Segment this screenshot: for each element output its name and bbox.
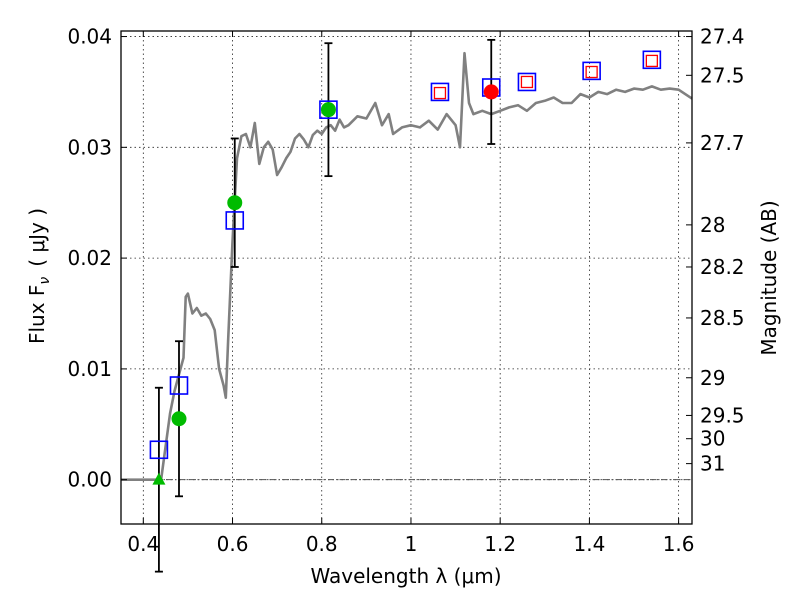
plot-frame xyxy=(120,30,693,525)
model-photometry-square xyxy=(225,211,245,230)
observed-flux-point xyxy=(171,411,187,427)
model-spectrum-line xyxy=(121,51,693,482)
observed-flux-point xyxy=(483,84,499,100)
axes: 0.4 0.6 0.8 1 1.2 1.4 1.6 0.00 0.01 0.02 0.03 0.04 2… xyxy=(67,25,744,556)
right-tick-label: 27.7 xyxy=(700,131,745,155)
observed-flux-point xyxy=(320,102,336,118)
right-tick-label: 28 xyxy=(700,213,725,237)
model-photometry-square xyxy=(169,376,189,395)
x-axis-label: Wavelength λ (μm) xyxy=(310,564,501,588)
model-photometry-square xyxy=(149,440,169,460)
model-photometry-square xyxy=(642,50,662,70)
right-tick-label: 27.4 xyxy=(700,25,745,49)
right-tick-label: 30 xyxy=(700,427,725,451)
x-tick-label: 0.4 xyxy=(127,532,159,556)
y-axis-label-left: Flux Fν ( μJy ) xyxy=(25,208,53,344)
x-tick-label: 1.4 xyxy=(573,532,605,556)
y-axis-label-right: Magnitude (AB) xyxy=(757,200,781,355)
y-tick-label: 0.01 xyxy=(67,357,112,381)
right-tick-label: 27.5 xyxy=(700,63,745,87)
model-photometry-square xyxy=(319,100,338,119)
x-tick-label: 0.6 xyxy=(217,532,249,556)
model-photometry-square xyxy=(517,72,537,92)
nir-limit-square xyxy=(585,65,598,79)
y-axis-label-unit: ( μJy ) xyxy=(25,208,49,267)
right-tick-label: 31 xyxy=(700,452,725,476)
x-tick-label: 1.6 xyxy=(663,532,695,556)
model-photometry-square xyxy=(582,61,601,81)
x-tick-label: 0.8 xyxy=(306,532,338,556)
x-tick-label: 1 xyxy=(405,532,418,556)
right-tick-label: 29 xyxy=(700,366,725,390)
y-axis-label-sub: ν xyxy=(37,277,53,285)
y-axis-label-main: Flux F xyxy=(25,285,49,344)
nir-limit-square xyxy=(645,54,659,68)
upper-limit-triangle xyxy=(152,472,166,485)
nir-limit-square xyxy=(520,75,534,89)
y-tick-label: 0.03 xyxy=(67,135,112,159)
observed-flux-point xyxy=(227,195,243,211)
right-tick-label: 28.2 xyxy=(700,255,745,279)
model-photometry-square xyxy=(430,82,450,102)
right-tick-label: 29.5 xyxy=(700,403,745,427)
nir-limit-square xyxy=(433,86,447,100)
y-tick-label: 0.02 xyxy=(67,246,112,270)
y-tick-label: 0.00 xyxy=(67,468,112,492)
y-tick-label: 0.04 xyxy=(67,25,112,49)
plot-area xyxy=(121,38,693,573)
x-tick-label: 1.2 xyxy=(484,532,516,556)
right-tick-label: 28.5 xyxy=(700,306,745,330)
